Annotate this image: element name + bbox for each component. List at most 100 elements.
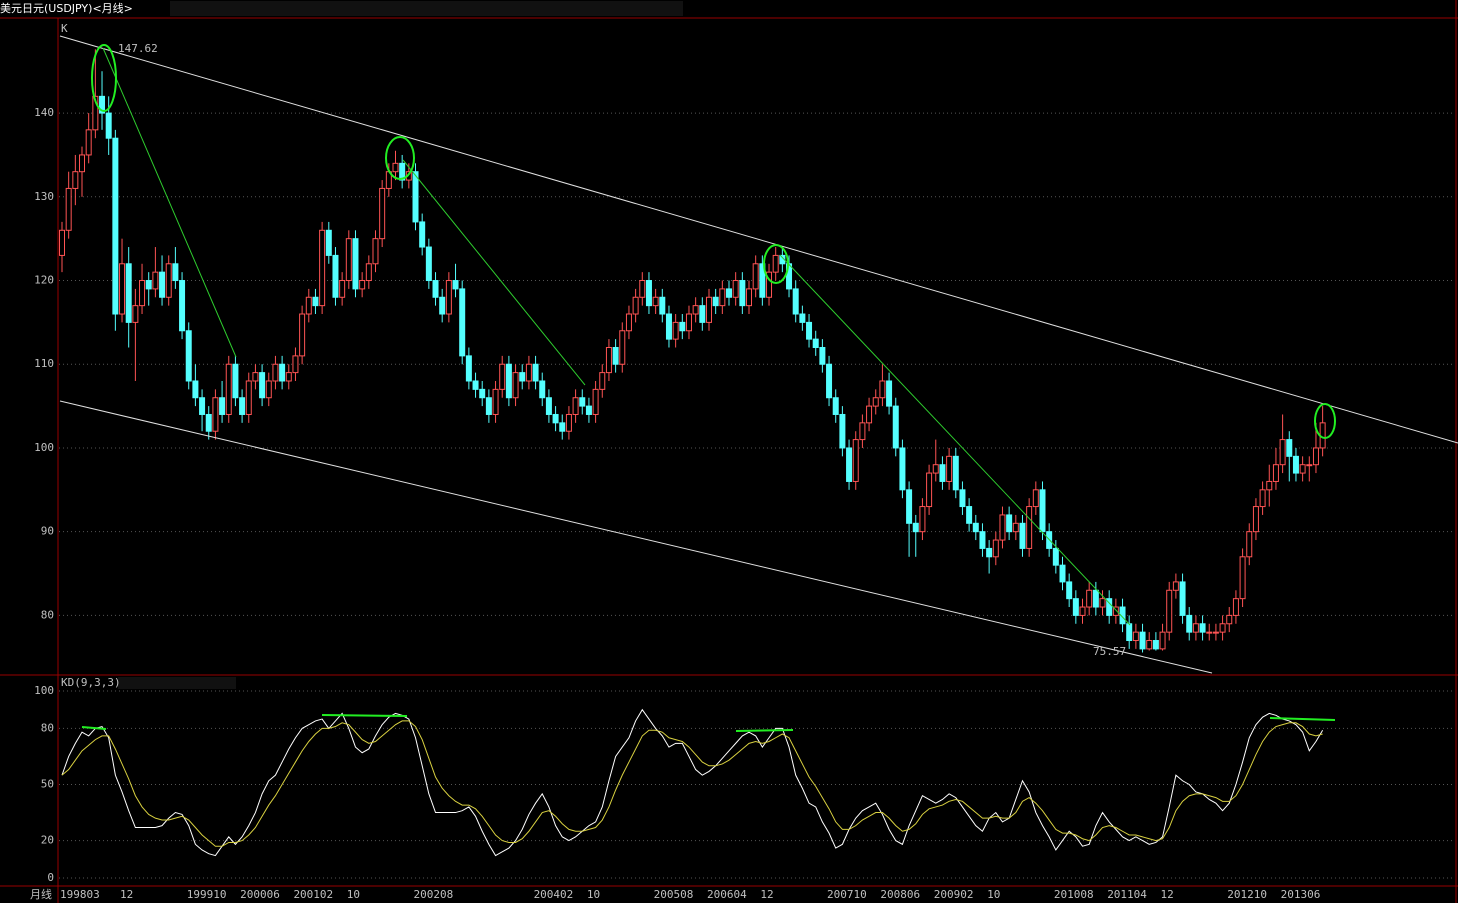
- candle-body-down: [726, 288, 732, 298]
- candle-body-down: [739, 280, 746, 307]
- kd-top-line: [1269, 717, 1336, 721]
- candle-body-down: [505, 363, 512, 399]
- candle-body-down: [952, 455, 959, 491]
- candle-body-up: [592, 388, 599, 415]
- candle-body-up: [1099, 598, 1106, 608]
- x-tick-label: 200102: [293, 888, 333, 901]
- candle-body-up: [359, 280, 366, 290]
- candle-body-down: [1039, 489, 1046, 533]
- y-tick-label: 110: [34, 357, 54, 370]
- candle-body-down: [1106, 598, 1113, 616]
- candle-body-up: [1272, 464, 1279, 482]
- candle-body-down: [312, 296, 319, 307]
- candle-body-down: [645, 280, 652, 307]
- kd-title-box: [118, 677, 236, 689]
- candle-body-down: [1126, 623, 1133, 642]
- candle-body-up: [1159, 631, 1166, 650]
- candle-body-down: [1186, 614, 1193, 633]
- candle-body-up: [139, 280, 146, 307]
- x-tick-label: 200208: [414, 888, 454, 901]
- candle-body-up: [212, 397, 219, 432]
- trend-line: [102, 47, 237, 358]
- candle-body-down: [479, 388, 486, 399]
- kd-top-line: [321, 714, 408, 717]
- y-tick-label: 80: [41, 721, 54, 734]
- y-tick-label: 140: [34, 106, 54, 119]
- highlight-ellipse: [91, 44, 117, 112]
- candle-body-down: [1199, 623, 1206, 633]
- candle-body-down: [665, 313, 672, 340]
- candle-body-down: [112, 137, 119, 315]
- candle-body-up: [1212, 631, 1219, 634]
- x-tick-label: 10: [587, 888, 600, 901]
- kd-line: [61, 720, 1323, 847]
- candle-body-up: [1306, 464, 1313, 467]
- candle-body-down: [1139, 631, 1146, 650]
- candle-body-up: [379, 187, 386, 240]
- candle-body-up: [79, 154, 86, 173]
- candle-body-up: [1252, 506, 1259, 533]
- candle-body-down: [259, 372, 266, 399]
- candle-body-down: [1292, 455, 1299, 474]
- candle-body-up: [605, 347, 612, 374]
- candle-body-down: [125, 263, 132, 323]
- candle-body-up: [1266, 480, 1273, 491]
- candle-body-down: [679, 321, 686, 332]
- candle-body-up: [926, 472, 933, 508]
- candle-body-up: [345, 238, 352, 282]
- candle-body-up: [512, 372, 519, 399]
- candle-body-up: [1172, 581, 1179, 591]
- candle-body-down: [192, 380, 199, 399]
- x-tick-label: 200508: [654, 888, 694, 901]
- candle-body-down: [906, 489, 913, 524]
- candle-body-down: [412, 171, 419, 223]
- candle-body-up: [1079, 606, 1086, 616]
- candle-body-up: [59, 229, 65, 256]
- candle-body-up: [932, 464, 939, 474]
- candle-body-up: [319, 229, 326, 307]
- candle-body-down: [539, 380, 546, 399]
- candle-body-down: [959, 489, 966, 508]
- candle-body-down: [1179, 581, 1186, 616]
- candle-body-down: [1152, 640, 1159, 650]
- candle-body-down: [472, 380, 479, 390]
- candle-body-up: [919, 506, 926, 533]
- candle-body-up: [492, 388, 499, 415]
- candle-body-up: [85, 129, 92, 156]
- candle-body-down: [966, 506, 973, 524]
- candle-body-down: [1066, 581, 1073, 600]
- candle-body-down: [425, 246, 432, 282]
- candle-body-down: [485, 397, 492, 415]
- candle-body-down: [145, 280, 152, 290]
- highlight-ellipse: [385, 136, 415, 180]
- candle-body-down: [239, 397, 246, 415]
- candle-body-down: [912, 522, 919, 533]
- candle-body-down: [826, 363, 833, 399]
- candle-body-down: [579, 397, 586, 407]
- candle-body-up: [119, 263, 126, 315]
- x-tick-label: 12: [760, 888, 773, 901]
- candle-body-down: [812, 338, 819, 348]
- candle-body-up: [1132, 631, 1139, 642]
- price-panel-title: K: [61, 22, 68, 35]
- candle-body-up: [499, 363, 506, 390]
- candle-body-down: [419, 221, 426, 248]
- candle-body-up: [285, 372, 292, 382]
- candle-body-up: [1232, 598, 1239, 616]
- candle-body-up: [719, 288, 726, 307]
- candle-body-up: [619, 330, 626, 365]
- candle-body-up: [599, 372, 606, 390]
- candle-body-up: [92, 95, 99, 131]
- candle-body-down: [279, 363, 286, 382]
- y-tick-label: 130: [34, 190, 54, 203]
- candle-body-up: [1219, 623, 1226, 633]
- candle-body-down: [159, 271, 166, 298]
- candle-body-down: [1059, 564, 1066, 583]
- candle-body-up: [525, 363, 532, 382]
- candle-body-down: [439, 296, 446, 315]
- candle-body-up: [1246, 531, 1253, 558]
- candle-body-down: [786, 263, 793, 290]
- high-label: 147.62: [118, 42, 158, 55]
- candle-body-up: [245, 380, 252, 415]
